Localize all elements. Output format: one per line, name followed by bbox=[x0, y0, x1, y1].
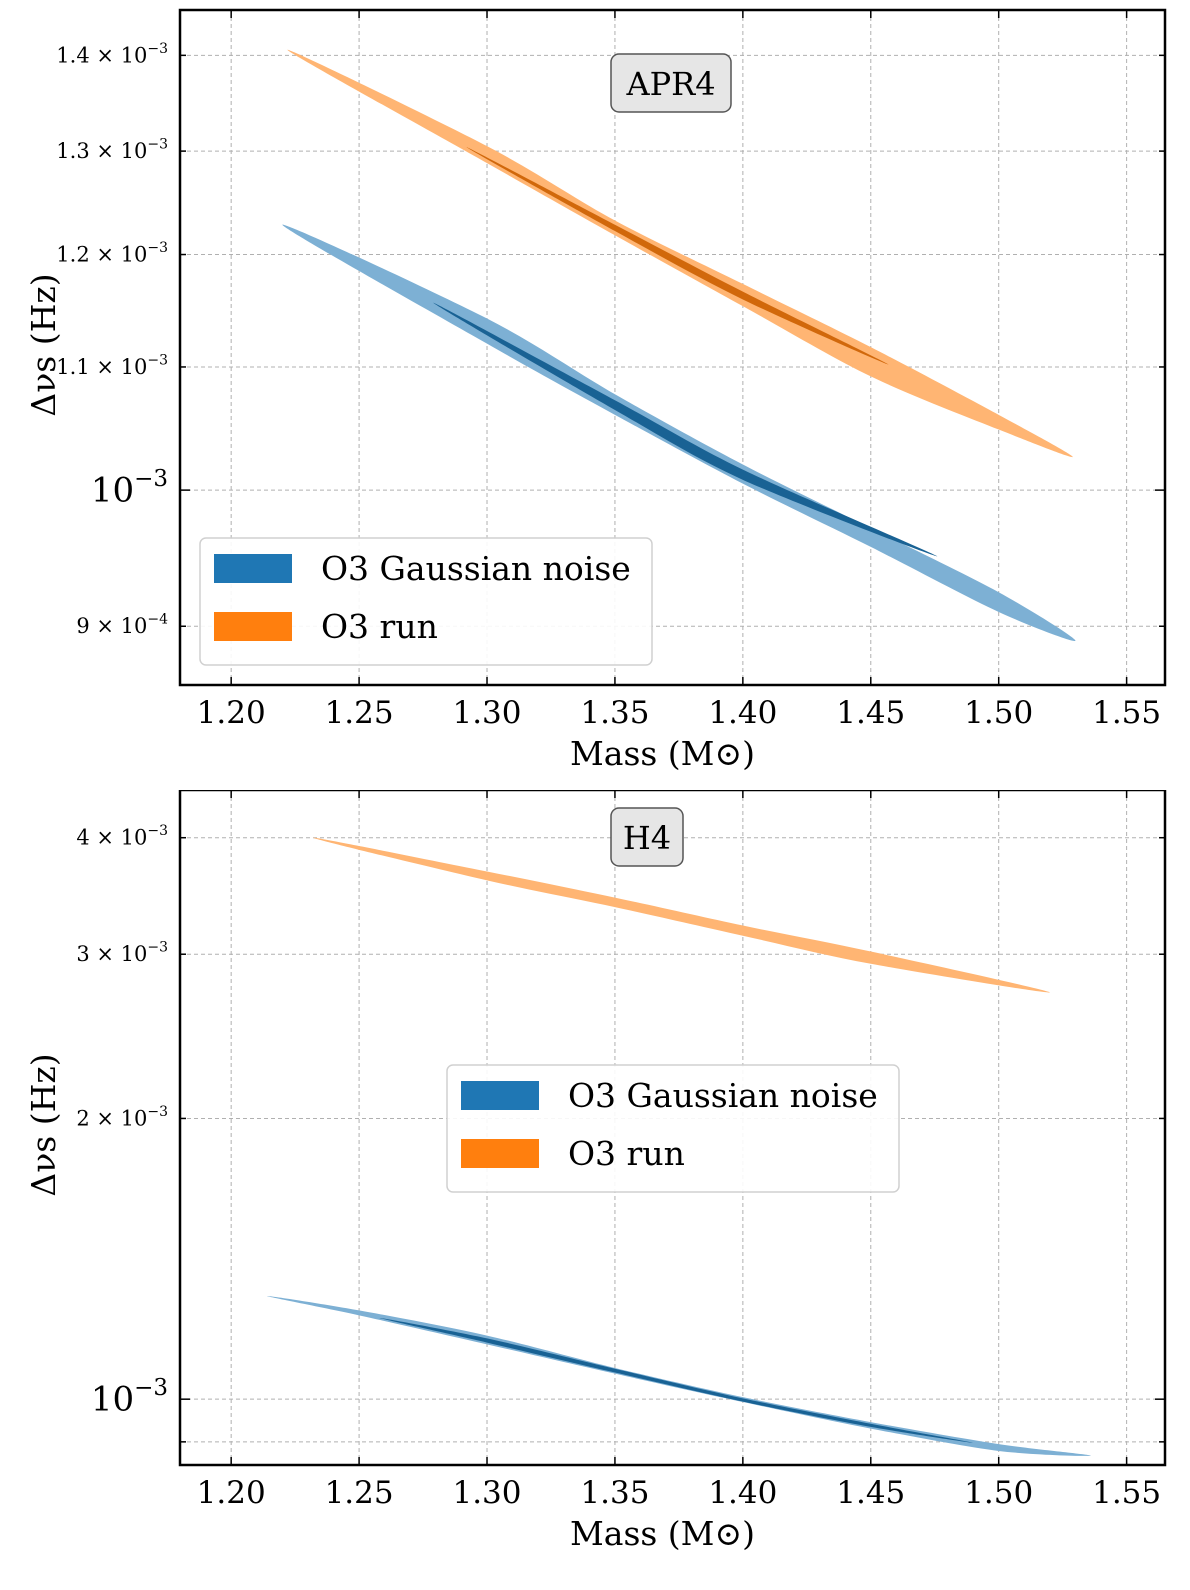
x-tick-label: 1.40 bbox=[708, 1475, 777, 1511]
legend: O3 Gaussian noise O3 run bbox=[199, 537, 653, 666]
x-axis-ticks: 1.20 1.25 1.30 1.35 1.40 1.45 1.50 1.55 bbox=[197, 10, 1161, 731]
axes-frame bbox=[178, 790, 1167, 1467]
y-tick-label: 1.2 × 10−3 bbox=[56, 240, 168, 266]
x-tick-label: 1.40 bbox=[708, 695, 777, 731]
legend-label: O3 Gaussian noise bbox=[568, 1076, 878, 1115]
x-tick-label: 1.20 bbox=[197, 1475, 266, 1511]
panel-label-background bbox=[610, 53, 732, 113]
apr4-chart: 1.20 1.25 1.30 1.35 1.40 1.45 1.50 1.55 9 × 10−4… bbox=[24, 8, 1167, 773]
h4-chart: 1.20 1.25 1.30 1.35 1.40 1.45 1.50 1.55 10−3 2 × … bbox=[24, 790, 1167, 1553]
apr4-panel: 1.20 1.25 1.30 1.35 1.40 1.45 1.50 1.55 9 × 10−4… bbox=[0, 0, 1190, 790]
legend-swatch bbox=[214, 554, 292, 583]
x-tick-label: 1.45 bbox=[836, 1475, 905, 1511]
panel-label-text: APR4 bbox=[625, 65, 715, 103]
legend-swatch bbox=[214, 612, 292, 641]
x-tick-label: 1.35 bbox=[580, 1475, 649, 1511]
h4-panel: 1.20 1.25 1.30 1.35 1.40 1.45 1.50 1.55 10−3 2 × … bbox=[0, 790, 1190, 1590]
panel-label-box: H4 bbox=[610, 807, 684, 867]
legend-label: O3 run bbox=[321, 607, 438, 646]
y-tick-label: 10−3 bbox=[91, 1375, 168, 1419]
y-tick-label: 1.1 × 10−3 bbox=[56, 352, 168, 378]
y-axis-title: Δνs (Hz) bbox=[24, 1053, 63, 1196]
o3-gaussian-noise-inner-region bbox=[379, 1317, 974, 1443]
legend-label: O3 Gaussian noise bbox=[321, 549, 631, 588]
panel-label-box: APR4 bbox=[610, 53, 732, 113]
o3-run-inner-region bbox=[466, 147, 889, 365]
legend: O3 Gaussian noise O3 run bbox=[446, 1064, 900, 1193]
y-tick-label: 2 × 10−3 bbox=[76, 1104, 168, 1130]
y-axis-ticks: 9 × 10−4 10−3 1.1 × 10−3 1.2 × 10−3 1.3 × 10… bbox=[56, 41, 1165, 638]
x-tick-label: 1.30 bbox=[452, 695, 521, 731]
o3-run-outer-region bbox=[287, 49, 1073, 458]
x-tick-label: 1.30 bbox=[452, 1475, 521, 1511]
y-tick-label: 10−3 bbox=[91, 466, 168, 510]
x-axis-title: Mass (M⊙) bbox=[570, 734, 755, 773]
x-tick-label: 1.25 bbox=[325, 695, 394, 731]
panel-label-background bbox=[610, 807, 684, 867]
data-regions bbox=[266, 837, 1091, 1456]
data-regions bbox=[282, 49, 1076, 642]
x-axis-ticks: 1.20 1.25 1.30 1.35 1.40 1.45 1.50 1.55 bbox=[197, 790, 1161, 1511]
x-tick-label: 1.45 bbox=[836, 695, 905, 731]
legend-label: O3 run bbox=[568, 1134, 685, 1173]
legend-swatch bbox=[461, 1139, 539, 1168]
panel-label-text: H4 bbox=[623, 819, 671, 857]
y-tick-label: 1.3 × 10−3 bbox=[56, 137, 168, 163]
x-tick-label: 1.20 bbox=[197, 695, 266, 731]
y-tick-label: 1.4 × 10−3 bbox=[56, 41, 168, 67]
x-tick-label: 1.50 bbox=[964, 695, 1033, 731]
legend-box bbox=[446, 1064, 900, 1193]
x-tick-label: 1.25 bbox=[325, 1475, 394, 1511]
x-axis-title: Mass (M⊙) bbox=[570, 1514, 755, 1553]
axes-frame bbox=[178, 8, 1167, 687]
y-tick-label: 3 × 10−3 bbox=[76, 940, 168, 966]
legend-box bbox=[199, 537, 653, 666]
y-axis-title: Δνs (Hz) bbox=[24, 273, 63, 416]
legend-swatch bbox=[461, 1081, 539, 1110]
y-axis-ticks: 10−3 2 × 10−3 3 × 10−3 4 × 10−3 bbox=[76, 823, 1165, 1443]
x-tick-label: 1.35 bbox=[580, 695, 649, 731]
o3-run-outer-region bbox=[313, 837, 1050, 993]
x-tick-label: 1.55 bbox=[1092, 1475, 1161, 1511]
y-tick-label: 9 × 10−4 bbox=[76, 612, 168, 638]
x-tick-label: 1.55 bbox=[1092, 695, 1161, 731]
y-tick-label: 4 × 10−3 bbox=[76, 823, 168, 849]
x-tick-label: 1.50 bbox=[964, 1475, 1033, 1511]
